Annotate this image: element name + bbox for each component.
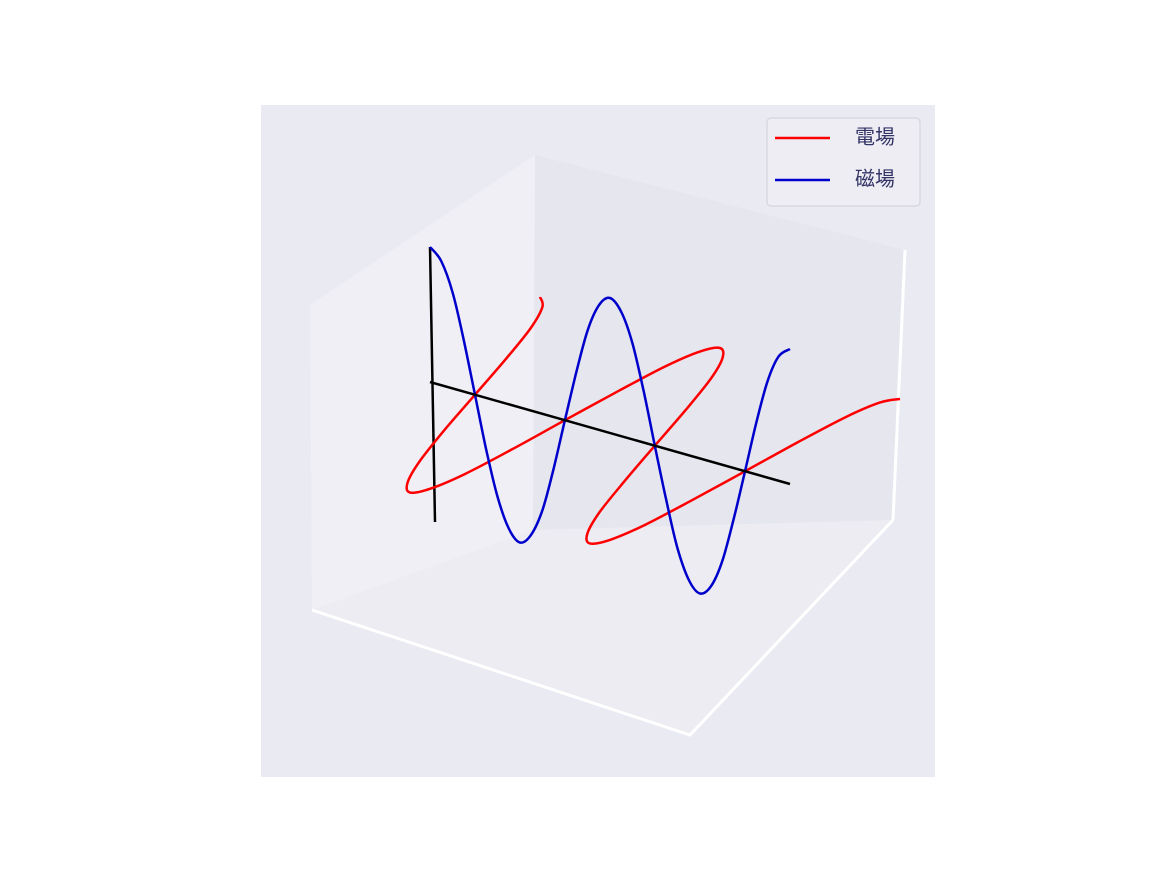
- series-line: [429, 246, 791, 595]
- legend-label: 磁場: [855, 167, 895, 191]
- floor-pane: [312, 520, 893, 735]
- plot-area: [405, 246, 901, 595]
- pane-edge: [311, 518, 895, 737]
- legend-label: 電場: [855, 125, 895, 149]
- vertical-axis-line: [428, 246, 437, 523]
- left-pane: [310, 155, 535, 610]
- series-line: [405, 296, 901, 545]
- propagation-axis-line: [429, 380, 791, 486]
- legend-frame: [766, 117, 921, 207]
- pane-edge: [891, 249, 907, 521]
